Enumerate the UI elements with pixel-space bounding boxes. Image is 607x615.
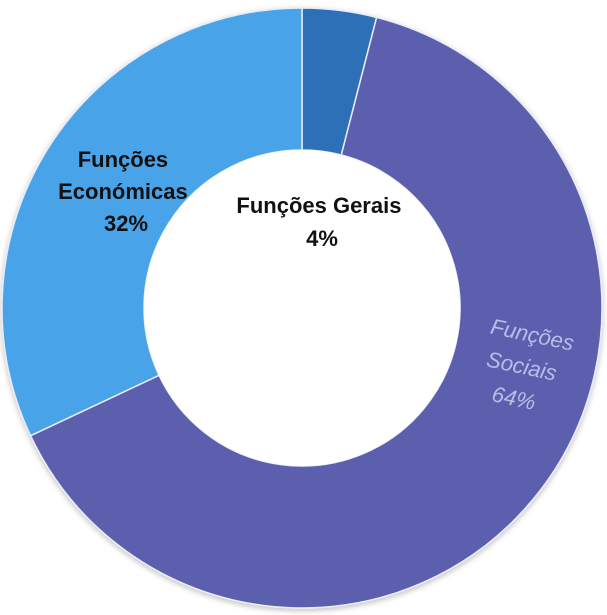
slice-label-funcoes-gerais-name: Funções Gerais	[236, 193, 401, 218]
donut-slices	[1, 7, 603, 609]
slice-label-funcoes-economicas-name-1: Funções	[78, 147, 168, 172]
slice-label-funcoes-economicas-name-2: Económicas	[58, 179, 188, 204]
slice-label-funcoes-economicas: Funções Económicas 32%	[58, 147, 194, 236]
donut-hole	[144, 150, 460, 466]
slice-label-funcoes-economicas-pct: 32%	[104, 211, 148, 236]
slice-label-funcoes-gerais: Funções Gerais 4%	[236, 193, 407, 251]
slice-label-funcoes-gerais-pct: 4%	[306, 226, 338, 251]
